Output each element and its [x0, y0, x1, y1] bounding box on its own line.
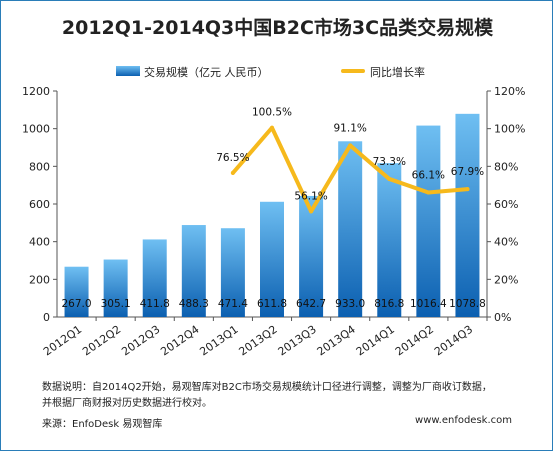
y-left-tick-label: 200 [29, 273, 50, 286]
bar-value-label: 816.8 [374, 298, 404, 310]
growth-point [426, 190, 431, 195]
growth-value-label: 56.1% [294, 190, 327, 202]
x-tick-label: 2013Q1 [197, 323, 240, 359]
growth-point [230, 170, 235, 175]
y-left-tick-label: 1000 [22, 123, 50, 136]
bar [260, 201, 284, 317]
growth-point [309, 209, 314, 214]
x-tick-label: 2012Q1 [41, 323, 84, 359]
x-tick-label: 2013Q4 [315, 323, 358, 359]
y-left-tick-label: 1200 [22, 85, 50, 98]
y-left-tick-label: 0 [43, 311, 50, 324]
legend-bar-swatch [116, 66, 140, 76]
x-tick-label: 2013Q3 [276, 323, 319, 359]
y-left-tick-label: 600 [29, 198, 50, 211]
website-text: www.enfodesk.com [415, 415, 512, 426]
y-right-tick-label: 80% [494, 160, 518, 173]
x-tick-label: 2012Q2 [80, 323, 123, 359]
bar-value-label: 488.3 [179, 298, 209, 310]
bar-value-label: 1078.8 [449, 298, 486, 310]
bar [338, 141, 363, 317]
y-left-tick-label: 400 [29, 236, 50, 249]
data-note-line-1: 数据说明：自2014Q2开始，易观智库对B2C市场交易规模统计口径进行调整，调整… [42, 382, 492, 393]
growth-value-label: 91.1% [334, 122, 367, 134]
bar [220, 228, 245, 317]
y-left-tick-label: 800 [29, 160, 50, 173]
source-text: 来源：EnfoDesk 易观智库 [42, 419, 163, 430]
bar-value-label: 933.0 [335, 298, 365, 310]
bar [299, 195, 324, 317]
legend-line-label: 同比增长率 [370, 66, 425, 79]
bar-value-label: 1016.4 [410, 298, 447, 310]
bar-value-label: 471.4 [218, 298, 248, 310]
x-tick-label: 2012Q4 [158, 323, 201, 359]
growth-value-label: 66.1% [412, 170, 445, 182]
bar-value-label: 267.0 [62, 298, 92, 310]
bar [142, 239, 167, 317]
growth-value-label: 76.5% [216, 152, 249, 164]
growth-point [270, 125, 274, 130]
bar [455, 113, 480, 318]
growth-value-label: 73.3% [373, 156, 406, 168]
bar-value-label: 305.1 [101, 298, 131, 310]
data-note-line-2: 并根据厂商财报对历史数据进行校对。 [42, 398, 212, 409]
x-tick-label: 2014Q3 [432, 323, 475, 359]
bar-value-label: 611.8 [257, 298, 287, 310]
y-right-tick-label: 0% [494, 311, 511, 324]
bar-value-label: 642.7 [296, 298, 326, 310]
legend-line-swatch [341, 69, 365, 73]
x-tick-label: 2014Q2 [393, 323, 436, 359]
growth-value-label: 100.5% [252, 107, 292, 119]
growth-value-label: 67.9% [451, 166, 484, 178]
y-right-tick-label: 40% [494, 236, 518, 249]
bar [64, 266, 89, 317]
bar [103, 259, 128, 317]
chart-title: 2012Q1-2014Q3中国B2C市场3C品类交易规模 [61, 17, 494, 39]
y-right-tick-label: 120% [494, 85, 525, 98]
x-tick-label: 2014Q1 [354, 323, 397, 359]
bar-value-label: 411.8 [140, 298, 170, 310]
growth-point [387, 176, 392, 181]
chart-legend: 交易规模（亿元 人民币） 同比增长率 [1, 63, 553, 79]
y-right-tick-label: 100% [494, 123, 525, 136]
growth-point [465, 187, 470, 192]
x-tick-label: 2012Q3 [119, 323, 162, 359]
bar [416, 125, 441, 317]
bar [181, 225, 206, 317]
growth-point [348, 143, 353, 148]
bar [377, 163, 402, 317]
y-right-tick-label: 60% [494, 198, 518, 211]
y-right-tick-label: 20% [494, 273, 518, 286]
x-tick-label: 2013Q2 [237, 323, 280, 359]
legend-bar-label: 交易规模（亿元 人民币） [144, 66, 269, 79]
